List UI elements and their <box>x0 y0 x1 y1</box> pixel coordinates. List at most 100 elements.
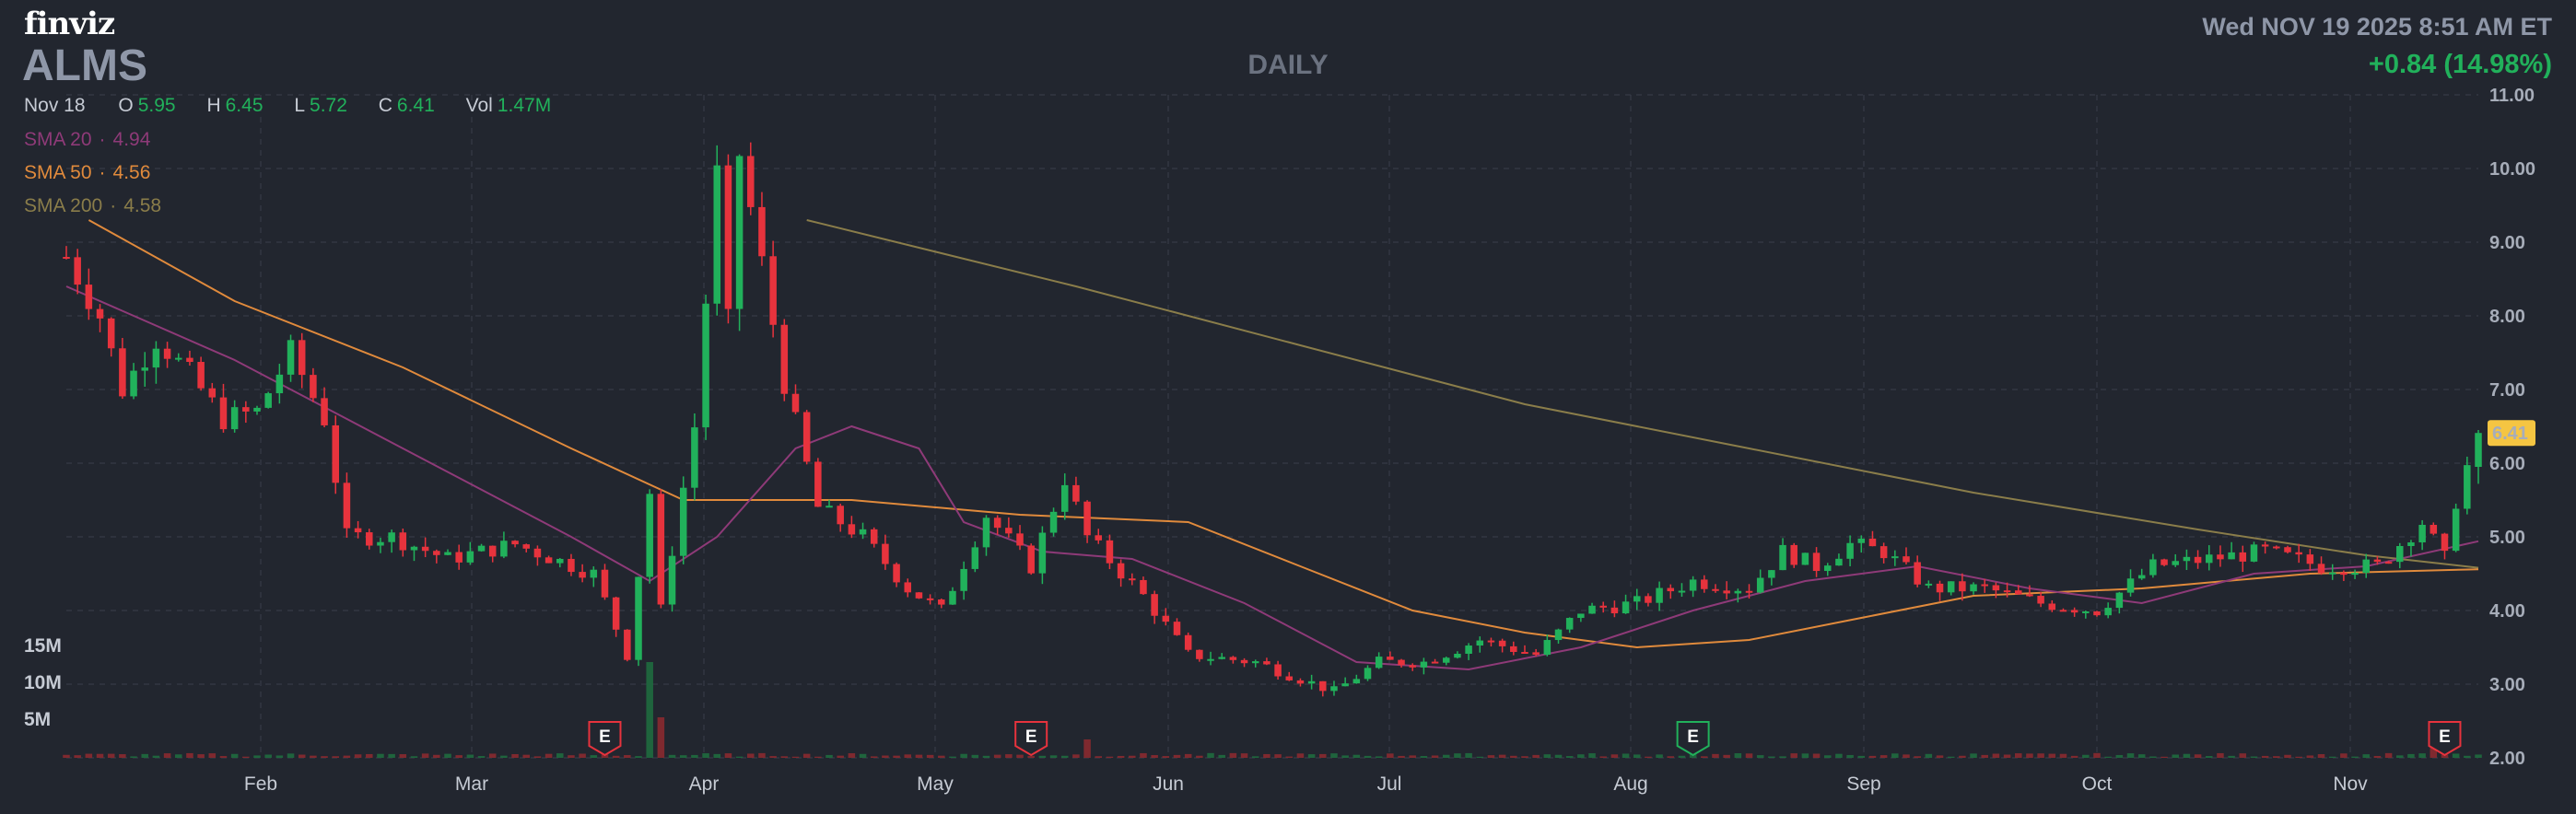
volume-bar <box>1207 752 1214 758</box>
candle-body <box>366 532 373 546</box>
x-tick-label: Apr <box>689 773 720 795</box>
volume-bar <box>2026 753 2033 758</box>
sma200-legend[interactable]: SMA 200 · 4.58 <box>24 195 162 216</box>
candle-body <box>1565 618 1574 630</box>
candle-body <box>982 517 990 548</box>
volume-bar <box>1420 756 1428 758</box>
candle-body <box>1588 605 1596 614</box>
volume-bar <box>1565 756 1574 758</box>
volume-bar <box>1790 753 1797 758</box>
volume-bar <box>1151 755 1158 758</box>
volume-bar <box>1364 755 1372 758</box>
volume-bar <box>1387 753 1394 758</box>
candle-body <box>1285 676 1294 680</box>
candle-body <box>1667 587 1675 592</box>
candle-body <box>2239 552 2247 562</box>
volume-bar <box>590 755 598 758</box>
volume-bar <box>2284 754 2291 758</box>
candle-body <box>1823 565 1832 572</box>
volume-bar <box>1914 756 1921 758</box>
quote-datetime: Wed NOV 19 2025 8:51 AM ET <box>2202 13 2552 41</box>
volume-bar <box>1599 756 1607 758</box>
finviz-logo[interactable]: finviz <box>24 6 115 42</box>
candle-body <box>859 529 867 535</box>
candle-body <box>85 285 93 309</box>
volume-bar <box>2340 753 2348 758</box>
candle-body <box>568 558 575 573</box>
sma20-legend[interactable]: SMA 20 · 4.94 <box>24 129 151 150</box>
earnings-badge-label: E <box>599 727 611 747</box>
candle-body <box>1622 601 1630 614</box>
candle-body <box>893 564 900 583</box>
volume-bar <box>1656 754 1663 758</box>
candle-body <box>264 393 272 408</box>
candle-body <box>2082 610 2090 613</box>
volume-bar <box>825 754 833 758</box>
candle-body <box>1959 581 1966 592</box>
candle-body <box>332 424 339 483</box>
volume-bar <box>870 756 878 758</box>
volume-bar <box>2228 755 2235 758</box>
candle-body <box>2384 562 2393 564</box>
volume-bar <box>915 754 923 758</box>
volume-bar <box>1330 753 1338 758</box>
volume-bar <box>1184 753 1192 758</box>
candle-body <box>1106 540 1114 564</box>
volume-bar <box>107 753 115 758</box>
candle-body <box>2373 559 2382 563</box>
candle-body <box>1387 657 1394 660</box>
candle-body <box>2003 590 2011 593</box>
volume-bar <box>119 754 126 758</box>
volume-bar <box>1812 753 1821 758</box>
volume-bar <box>433 754 440 758</box>
candle-body <box>1981 584 1988 587</box>
volume-bar <box>1049 755 1058 758</box>
sma50-legend[interactable]: SMA 50 · 4.56 <box>24 162 151 183</box>
volume-bar <box>1879 755 1888 758</box>
volume-bar <box>2093 752 2101 758</box>
volume-bar <box>1296 753 1305 758</box>
close-value: 6.41 <box>396 95 435 116</box>
x-tick-label: May <box>917 773 954 795</box>
candle-body <box>1812 552 1821 572</box>
candle-body <box>870 529 878 544</box>
volume-bar <box>152 755 160 758</box>
candle-body <box>814 461 822 507</box>
candle-body <box>1027 545 1035 574</box>
volume-bar <box>2373 755 2382 758</box>
ticker-symbol[interactable]: ALMS <box>22 41 147 90</box>
volume-bar <box>410 756 418 758</box>
volume-bar <box>1745 753 1753 758</box>
candle-body <box>2183 556 2191 562</box>
volume-bar <box>657 717 665 758</box>
candle-body <box>2306 554 2314 564</box>
candle-body <box>556 558 564 564</box>
volume-bar <box>1060 755 1069 758</box>
candle-body <box>1319 680 1327 692</box>
volume-bar <box>2183 753 2191 758</box>
volume-bar <box>859 753 867 758</box>
y-tick-label: 3.00 <box>2489 675 2525 695</box>
candle-body <box>1701 579 1708 589</box>
candle-body <box>926 598 934 600</box>
candle-body <box>1936 583 1944 593</box>
volume-bar <box>1375 756 1383 758</box>
volume-bar <box>130 756 137 758</box>
open-label: O <box>118 95 134 116</box>
volume-bar <box>1016 754 1024 758</box>
volume-bar <box>1701 756 1708 758</box>
sma50-label: SMA 50 <box>24 162 92 183</box>
volume-bar <box>1341 755 1349 758</box>
candle-body <box>837 506 844 525</box>
volume-bar <box>2126 753 2135 758</box>
volume-bar <box>2317 754 2325 758</box>
candle-body <box>724 165 732 309</box>
volume-bar <box>691 754 698 758</box>
volume-bar <box>533 756 542 758</box>
volume-bar <box>2003 754 2011 758</box>
volume-bar <box>230 753 239 758</box>
candle-body <box>1610 607 1619 614</box>
volume-bar <box>2115 754 2124 758</box>
volume-bar <box>1476 756 1484 758</box>
